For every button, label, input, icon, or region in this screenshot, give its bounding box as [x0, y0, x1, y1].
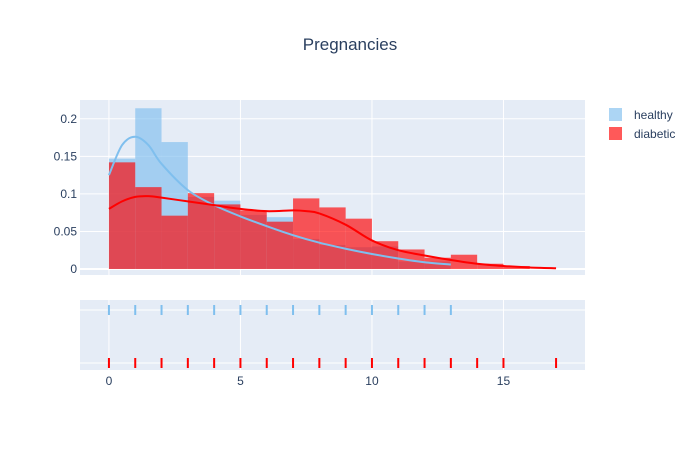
kde-curve-healthy	[108, 135, 451, 266]
y-tick-label: 0.15	[54, 149, 78, 163]
legend-label-healthy: healthy	[634, 108, 673, 122]
histogram-bar-diabetic	[187, 193, 215, 269]
legend-swatch-healthy	[609, 108, 622, 121]
kde-curve-diabetic	[108, 195, 557, 270]
rug-grid	[80, 300, 585, 370]
x-tick-label: 0	[106, 374, 113, 388]
rug-plot-background	[80, 300, 585, 370]
histogram-bar-diabetic	[161, 215, 188, 269]
histogram-bar-diabetic	[108, 162, 136, 269]
kde-curves	[108, 135, 557, 270]
legend-swatch-diabetic	[609, 127, 622, 140]
histogram-bar-diabetic	[293, 198, 320, 269]
histogram-bar-diabetic	[477, 263, 504, 269]
x-tick-label: 10	[365, 374, 379, 388]
rug-marks	[107, 305, 558, 368]
x-tick-labels: 0 5 10 15	[106, 374, 511, 388]
legend[interactable]: healthy diabetic	[609, 108, 675, 141]
y-tick-label: 0.05	[54, 224, 78, 238]
x-tick-label: 15	[497, 374, 511, 388]
y-tick-label: 0	[70, 262, 77, 276]
y-tick-label: 0.1	[60, 187, 77, 201]
chart-title: Pregnancies	[303, 35, 398, 54]
histogram-bar-diabetic	[240, 210, 267, 269]
x-tick-label: 5	[237, 374, 244, 388]
histogram-bar-diabetic	[135, 187, 162, 269]
legend-label-diabetic: diabetic	[634, 127, 675, 141]
y-tick-label: 0.2	[60, 112, 77, 126]
histogram-bar-diabetic	[319, 207, 346, 269]
y-tick-labels: 0 0.05 0.1 0.15 0.2	[54, 112, 78, 276]
histogram-bars	[108, 108, 530, 269]
histogram-bar-diabetic	[266, 221, 294, 269]
